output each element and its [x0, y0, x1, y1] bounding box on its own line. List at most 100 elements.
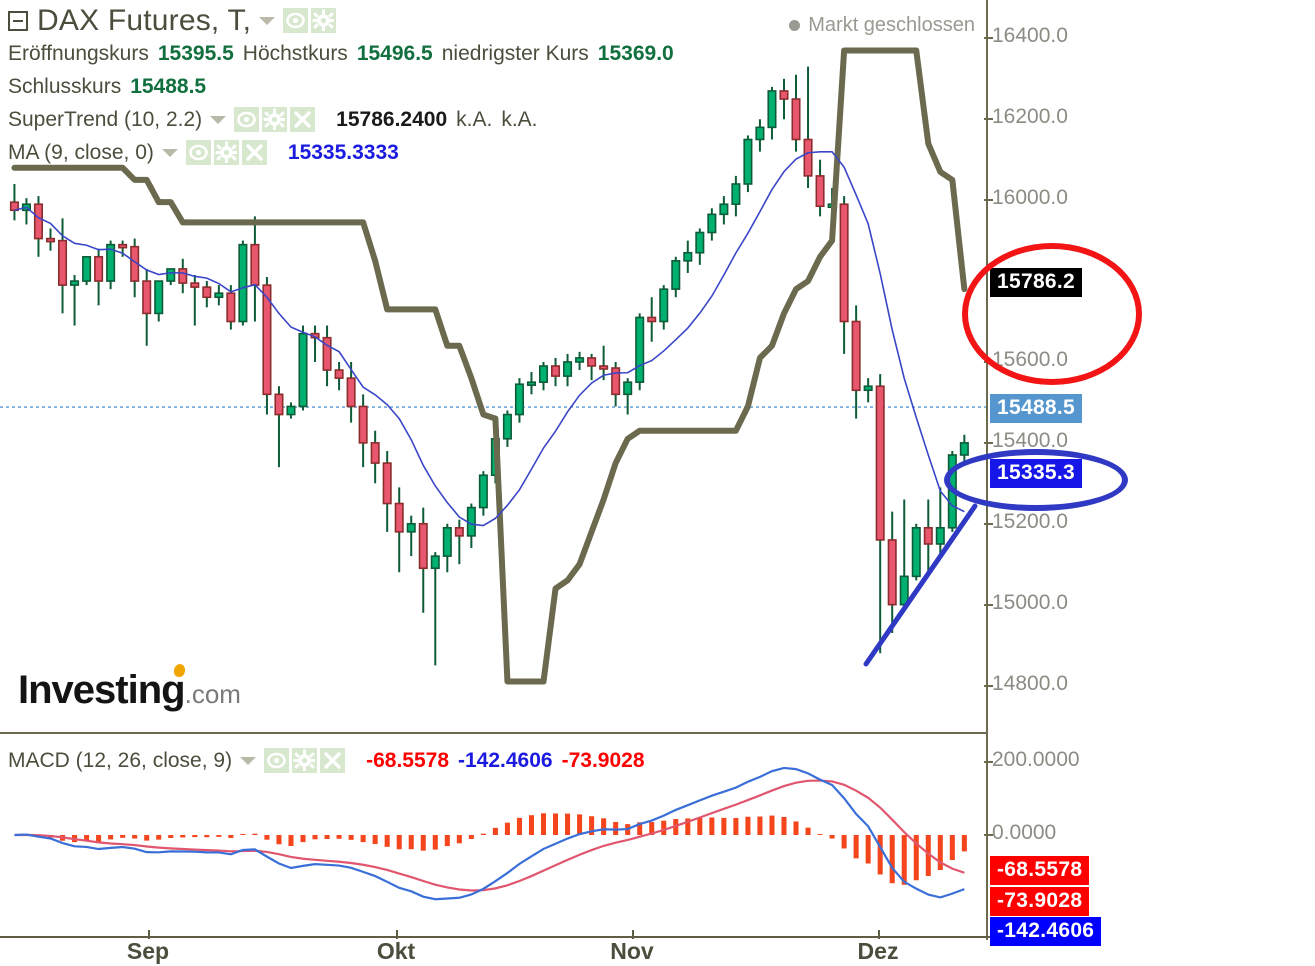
ma-last-point-marker [990, 237, 998, 245]
low-value: 15369.0 [597, 41, 674, 65]
supertrend-value: 15786.2400 [336, 107, 448, 131]
time-tick-mark [878, 930, 880, 939]
candle-body [370, 442, 380, 464]
legend-row-close: Schlusskurs 15488.5 [8, 70, 988, 103]
price-tick-label: 15200.0 [992, 509, 1068, 533]
candle-body [358, 405, 368, 444]
macd-legend: MACD (12, 26, close, 9) -68.5578 -142.46… [8, 744, 988, 777]
time-tick-mark [632, 930, 634, 939]
macd-signal-line [14, 779, 965, 892]
legend-row-ohlc: Eröffnungskurs 15395.5 Höchstkurs 15496.… [8, 37, 988, 70]
open-label: Eröffnungskurs [8, 41, 149, 65]
macd-tick-label: 200.0000 [992, 747, 1080, 771]
eye-icon[interactable] [264, 748, 290, 773]
price-tick-mark [984, 199, 993, 202]
candle-body [623, 381, 633, 396]
high-label: Höchstkurs [242, 41, 348, 65]
macd-tick-mark [984, 760, 993, 763]
candle-body [250, 243, 260, 286]
macd-plot-area [14, 766, 967, 901]
close-icon[interactable] [241, 140, 267, 165]
candle-body [33, 203, 44, 240]
candle-body [310, 332, 320, 339]
candle-body [671, 260, 681, 290]
candle-body [599, 365, 609, 370]
candle-body [683, 251, 693, 262]
time-tick-label: Okt [376, 938, 416, 964]
chevron-down-icon[interactable] [240, 756, 257, 765]
close-label: Schlusskurs [8, 74, 122, 98]
price-tick-mark [984, 118, 993, 121]
macd-value-1: -68.5578 [366, 748, 449, 772]
chevron-down-icon[interactable] [259, 16, 276, 25]
macd-value-2: -142.4606 [458, 748, 553, 772]
market-status-label: Markt geschlossen [808, 14, 975, 36]
supertrend-value2: k.A. [456, 107, 493, 131]
candle-body [106, 243, 116, 282]
minus-box-icon[interactable] [8, 10, 28, 31]
candle-body [611, 367, 621, 396]
gear-icon[interactable] [213, 140, 239, 165]
price-tick-label: 16400.0 [992, 24, 1068, 48]
ma-label: MA (9, close, 0) [8, 140, 154, 164]
chevron-down-icon[interactable] [161, 148, 178, 157]
macd-value-3: -73.9028 [561, 748, 645, 772]
macd-histogram [23, 813, 967, 885]
eye-icon[interactable] [283, 8, 309, 33]
candle-body [382, 462, 392, 505]
gear-icon[interactable] [262, 107, 288, 132]
candle-body [226, 292, 236, 323]
supertrend-label: SuperTrend (10, 2.2) [8, 107, 203, 131]
candle-body [346, 377, 356, 408]
candle-body [466, 506, 476, 537]
candle-body [478, 474, 488, 509]
eye-icon[interactable] [185, 140, 211, 165]
candle-body [899, 575, 909, 606]
candle-body [490, 438, 500, 477]
candle-body [142, 280, 152, 315]
candle-body [514, 383, 524, 416]
candle-body [635, 316, 645, 383]
candle-body [659, 288, 669, 323]
close-price-label[interactable]: 15488.5 [990, 394, 1083, 423]
legend-row-supertrend: SuperTrend (10, 2.2) 15786.2400 k.A. k.A… [8, 103, 988, 136]
investing-logo: Investing.com [18, 668, 241, 713]
close-icon[interactable] [320, 748, 346, 773]
candle-body [887, 539, 897, 606]
candle-body [45, 237, 56, 243]
candle-body [166, 268, 176, 282]
highlight-ma-price [944, 449, 1128, 511]
time-tick-label: Sep [126, 938, 170, 964]
candle-body [647, 316, 657, 323]
macd-signal-label[interactable]: -73.9028 [990, 887, 1090, 916]
candle-body [322, 336, 332, 371]
logo-name: Investing [18, 668, 186, 712]
ma-value: 15335.3333 [287, 140, 399, 164]
price-tick-mark [984, 603, 993, 606]
candle-body [94, 255, 104, 282]
macd-value-label[interactable]: -68.5578 [990, 856, 1090, 885]
price-tick-mark [984, 37, 993, 40]
chevron-down-icon[interactable] [210, 115, 227, 124]
close-icon[interactable] [290, 107, 316, 132]
price-tick-label: 14800.0 [992, 671, 1068, 695]
candle-body [863, 385, 873, 392]
price-tick-label: 16000.0 [992, 186, 1068, 210]
macd-hist-label[interactable]: -142.4606 [990, 917, 1102, 946]
candle-body [839, 203, 849, 323]
price-tick-label: 15400.0 [992, 428, 1068, 452]
eye-icon[interactable] [234, 107, 260, 132]
candle-body [563, 361, 573, 377]
gear-icon[interactable] [311, 8, 337, 33]
price-tick-mark [984, 522, 993, 525]
high-value: 15496.5 [356, 41, 433, 65]
low-label: niedrigster Kurs [441, 41, 589, 65]
candle-body [442, 526, 452, 557]
candle-body [334, 369, 344, 379]
time-axis-line [0, 936, 1000, 938]
legend-row-macd: MACD (12, 26, close, 9) -68.5578 -142.46… [8, 744, 988, 777]
candle-body [202, 286, 212, 299]
candle-body [21, 203, 31, 212]
supertrend-value3: k.A. [501, 107, 538, 131]
gear-icon[interactable] [292, 748, 318, 773]
